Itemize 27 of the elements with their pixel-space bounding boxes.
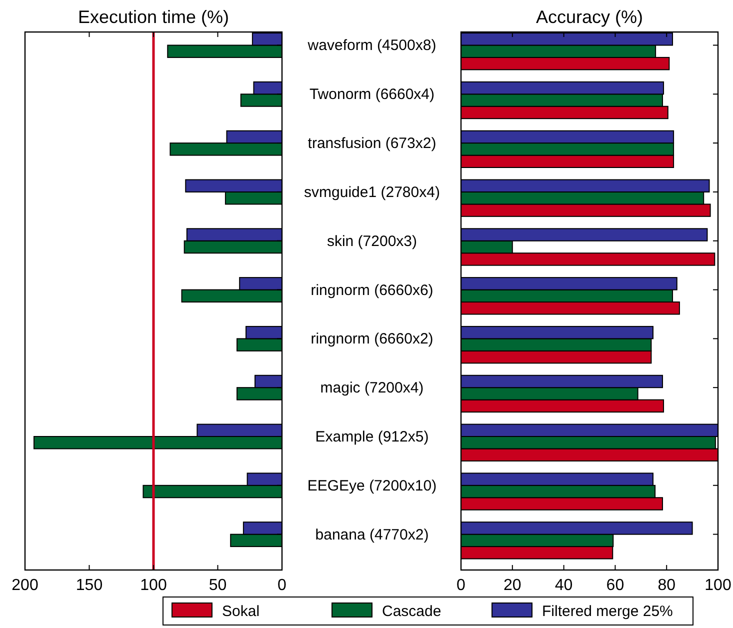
y-tick-label: EEGEye (7200x10) xyxy=(307,477,437,494)
x-tick-label: 60 xyxy=(606,577,624,594)
y-tick-label: Example (912x5) xyxy=(315,428,429,446)
x-tick-label: 40 xyxy=(554,577,573,594)
x-tick-label: 100 xyxy=(140,577,167,594)
y-tick-label: waveform (4500x8) xyxy=(306,37,436,54)
x-tick-label: 150 xyxy=(76,577,103,594)
x-tick-label: 200 xyxy=(12,577,38,594)
y-tick-label: Twonorm (6660x4) xyxy=(309,86,435,104)
x-tick-label: 100 xyxy=(704,577,732,594)
y-tick-label: banana (4770x2) xyxy=(315,526,429,544)
y-tick-label: magic (7200x4) xyxy=(320,380,424,397)
y-tick-label: transfusion (673x2) xyxy=(308,135,436,152)
x-tick-label: 20 xyxy=(504,577,522,594)
y-tick-label: svmguide1 (2780x4) xyxy=(304,184,440,201)
x-tick-label: 80 xyxy=(658,577,676,594)
x-tick-label: 0 xyxy=(278,577,287,594)
chart-title: Accuracy (%) xyxy=(536,7,644,27)
y-tick-label: skin (7200x3) xyxy=(326,232,418,250)
x-tick-label: 50 xyxy=(208,577,227,594)
legend-label: Filtered merge 25% xyxy=(542,603,673,620)
legend-label: Sokal xyxy=(222,603,260,620)
x-tick-label: 0 xyxy=(456,577,466,594)
chart-title: Execution time (%) xyxy=(78,7,230,27)
y-tick-label: ringnorm (6660x6) xyxy=(310,282,434,299)
y-tick-label: ringnorm (6660x2) xyxy=(310,330,434,348)
legend-label: Cascade xyxy=(382,603,442,620)
